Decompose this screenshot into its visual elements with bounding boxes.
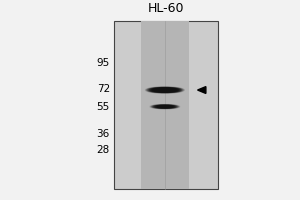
Text: 28: 28 [97, 145, 110, 155]
Ellipse shape [154, 105, 176, 108]
Ellipse shape [155, 88, 175, 92]
Text: 55: 55 [97, 102, 110, 112]
Ellipse shape [153, 105, 177, 108]
Text: 95: 95 [97, 58, 110, 68]
Ellipse shape [155, 105, 175, 108]
Ellipse shape [158, 106, 171, 108]
Ellipse shape [158, 89, 172, 91]
Ellipse shape [150, 88, 180, 92]
Ellipse shape [147, 87, 183, 93]
Ellipse shape [151, 105, 179, 109]
Ellipse shape [156, 89, 173, 91]
Ellipse shape [157, 106, 172, 108]
Ellipse shape [151, 88, 179, 92]
Ellipse shape [152, 88, 177, 92]
Ellipse shape [148, 87, 182, 93]
Ellipse shape [150, 105, 180, 109]
Bar [114, 21, 218, 189]
Ellipse shape [156, 105, 173, 108]
Ellipse shape [152, 105, 178, 108]
Text: 36: 36 [97, 129, 110, 139]
Bar [141, 21, 189, 189]
Ellipse shape [154, 88, 176, 92]
Ellipse shape [146, 87, 184, 93]
Text: 72: 72 [97, 84, 110, 94]
Polygon shape [198, 87, 206, 93]
Ellipse shape [159, 106, 170, 107]
Text: HL-60: HL-60 [148, 2, 184, 15]
